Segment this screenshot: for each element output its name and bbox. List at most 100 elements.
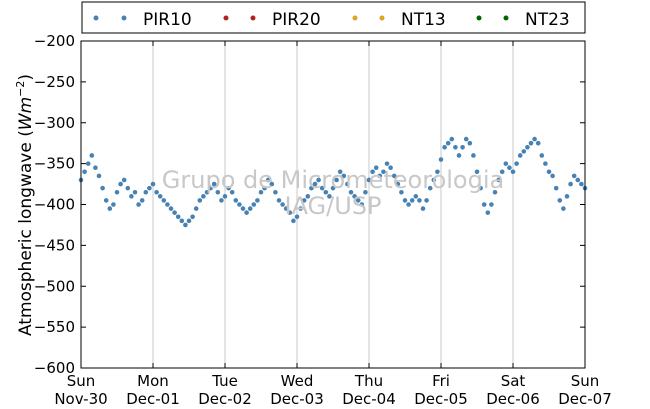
data-point-pir10 bbox=[327, 194, 332, 199]
data-point-pir10 bbox=[449, 136, 455, 142]
data-point-pir10 bbox=[438, 157, 444, 162]
x-tick-label-date: Dec-01 bbox=[126, 390, 180, 408]
data-point-pir10 bbox=[507, 165, 512, 171]
data-point-pir10 bbox=[359, 202, 365, 207]
data-point-pir10 bbox=[316, 177, 321, 183]
data-point-pir10 bbox=[543, 161, 548, 166]
data-point-pir10 bbox=[283, 206, 289, 211]
data-point-pir10 bbox=[208, 185, 213, 191]
data-point-pir10 bbox=[399, 189, 404, 195]
data-point-pir10 bbox=[183, 222, 188, 228]
legend-label-pir10: PIR10 bbox=[143, 10, 192, 30]
data-point-pir10 bbox=[528, 140, 534, 146]
data-point-pir10 bbox=[478, 185, 483, 191]
legend-entry-nt13: NT13 bbox=[352, 10, 446, 30]
data-point-pir10 bbox=[406, 202, 411, 207]
data-point-pir10 bbox=[535, 140, 541, 146]
data-point-pir10 bbox=[273, 189, 278, 195]
data-point-pir10 bbox=[550, 173, 555, 179]
data-point-pir10 bbox=[190, 214, 195, 220]
data-point-pir10 bbox=[373, 165, 379, 171]
data-point-pir10 bbox=[579, 181, 584, 187]
data-point-pir10 bbox=[114, 189, 120, 195]
data-point-pir10 bbox=[474, 169, 480, 175]
data-point-pir10 bbox=[125, 185, 131, 191]
legend: PIR10 PIR20 NT13 NT23 bbox=[81, 1, 586, 34]
data-point-pir10 bbox=[510, 169, 516, 175]
x-tick-label-day: Sat bbox=[501, 372, 526, 390]
x-tick-label-date: Dec-05 bbox=[414, 390, 468, 408]
data-point-pir10 bbox=[525, 144, 530, 150]
data-point-pir10 bbox=[460, 144, 465, 150]
data-point-pir10 bbox=[312, 181, 318, 187]
data-point-pir10 bbox=[546, 169, 552, 175]
data-point-pir10 bbox=[121, 177, 127, 183]
data-point-pir10 bbox=[337, 169, 343, 175]
data-point-pir10 bbox=[481, 202, 487, 207]
data-point-pir10 bbox=[85, 161, 91, 166]
data-point-pir10 bbox=[82, 169, 87, 175]
x-tick-label-day: Tue bbox=[211, 372, 238, 390]
data-point-pir10 bbox=[532, 136, 537, 142]
y-tick-label: −450 bbox=[34, 236, 75, 254]
data-point-pir10 bbox=[366, 177, 372, 183]
data-point-pir10 bbox=[147, 185, 152, 191]
data-point-pir10 bbox=[233, 198, 239, 203]
x-tick-label-day: Mon bbox=[137, 372, 169, 390]
y-axis-label-close: ) bbox=[16, 74, 36, 81]
data-point-pir10 bbox=[561, 206, 566, 211]
y-tick-label: −250 bbox=[34, 73, 75, 91]
legend-entry-pir20: PIR20 bbox=[223, 10, 321, 30]
data-point-pir10 bbox=[485, 210, 491, 215]
legend-entry-pir10: PIR10 bbox=[93, 10, 192, 30]
x-axis: SunNov-30MonDec-01TueDec-02WedDec-03ThuD… bbox=[54, 41, 612, 408]
data-point-pir10 bbox=[514, 161, 519, 166]
watermark-line-2: IAG/USP bbox=[284, 192, 381, 220]
data-point-pir10 bbox=[219, 198, 224, 203]
data-point-pir10 bbox=[431, 177, 437, 183]
data-point-pir10 bbox=[143, 189, 149, 195]
data-point-pir10 bbox=[323, 189, 329, 195]
data-point-pir10 bbox=[269, 181, 275, 187]
data-point-pir10 bbox=[553, 185, 559, 191]
data-point-pir10 bbox=[427, 185, 433, 191]
data-point-pir10 bbox=[211, 181, 217, 187]
data-point-pir10 bbox=[301, 198, 307, 203]
data-point-pir10 bbox=[157, 194, 163, 199]
data-point-pir10 bbox=[136, 202, 141, 207]
data-point-pir10 bbox=[229, 189, 235, 195]
legend-frame bbox=[81, 1, 586, 34]
data-point-pir10 bbox=[168, 206, 174, 211]
y-axis-label-unit: Wm bbox=[16, 97, 36, 130]
legend-marker-pir10 bbox=[93, 15, 99, 21]
data-point-pir10 bbox=[489, 202, 494, 207]
x-tick-label-date: Dec-07 bbox=[558, 390, 612, 408]
data-point-pir10 bbox=[395, 181, 401, 187]
data-point-pir10 bbox=[197, 198, 203, 203]
legend-label-nt23: NT23 bbox=[525, 10, 570, 30]
data-point-pir10 bbox=[402, 198, 408, 203]
data-point-pir10 bbox=[381, 169, 386, 175]
data-point-pir10 bbox=[330, 185, 336, 191]
data-point-pir10 bbox=[193, 206, 199, 211]
data-point-pir10 bbox=[417, 198, 422, 203]
data-point-pir10 bbox=[384, 161, 390, 166]
data-point-pir10 bbox=[409, 198, 415, 203]
data-point-pir10 bbox=[309, 185, 314, 191]
data-point-pir10 bbox=[564, 194, 570, 199]
data-point-pir10 bbox=[391, 173, 397, 179]
y-axis-label-text: Atmospheric longwave ( bbox=[16, 130, 36, 336]
legend-marker-nt13 bbox=[352, 15, 358, 21]
data-point-pir10 bbox=[521, 149, 527, 154]
y-tick-label: −400 bbox=[34, 196, 75, 214]
data-point-pir10 bbox=[413, 194, 419, 199]
data-point-pir10 bbox=[107, 206, 113, 211]
data-point-pir10 bbox=[291, 218, 296, 224]
x-tick-label-date: Dec-02 bbox=[198, 390, 252, 408]
x-tick-label-date: Dec-06 bbox=[486, 390, 540, 408]
data-point-pir10 bbox=[111, 202, 116, 207]
x-tick-label-day: Fri bbox=[432, 372, 450, 390]
data-point-pir10 bbox=[345, 181, 350, 187]
legend-marker-pir20 bbox=[250, 15, 256, 21]
